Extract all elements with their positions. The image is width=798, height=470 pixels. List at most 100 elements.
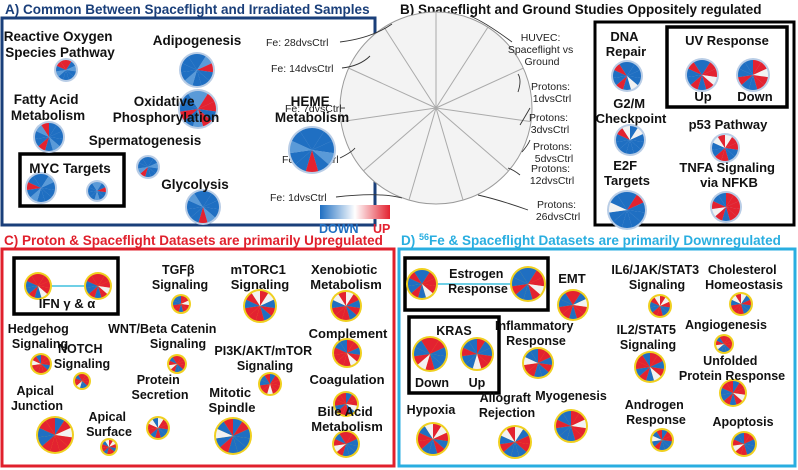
pie-slice <box>414 270 422 284</box>
pie-slice <box>169 360 177 366</box>
label-il6: IL6/JAK/STAT3 Signaling <box>611 263 702 292</box>
myc-targets-pie-1 <box>25 172 57 204</box>
pie-slice <box>419 426 433 439</box>
radial-spoke <box>435 107 464 201</box>
pie-slice <box>639 367 650 381</box>
pie-slice <box>97 191 104 200</box>
pie-slice <box>558 299 573 307</box>
pie-slice <box>571 411 580 426</box>
mitotic-spindle-pie <box>214 417 252 455</box>
pie-slice <box>477 354 489 369</box>
pie-slice <box>430 354 446 365</box>
pie-slice <box>690 75 702 90</box>
pie-slice <box>41 356 50 364</box>
pie-slice <box>38 275 49 286</box>
pie-slice <box>718 193 726 207</box>
pie-slice <box>733 381 740 393</box>
radial-leader-line <box>521 139 531 153</box>
label-kras: KRAS <box>436 324 471 338</box>
label-reactive-oxygen: Reactive Oxygen Species Pathway <box>4 29 117 60</box>
pie-slice <box>472 354 482 370</box>
pie-slice <box>630 126 638 140</box>
pie-slice <box>197 70 213 81</box>
pie-slice <box>198 207 208 223</box>
label-mitotic-spindle: Mitotic Spindle <box>209 385 256 415</box>
pie-slice <box>38 286 48 298</box>
pie-slice <box>744 433 750 444</box>
pie-slice <box>702 75 717 85</box>
pie-slice <box>98 275 109 286</box>
pie-slice <box>650 301 660 308</box>
pie-slice <box>530 349 538 363</box>
pie-slice <box>228 436 238 453</box>
pie-slice <box>346 433 357 444</box>
label-uv-up: Up <box>694 89 711 104</box>
pie-slice <box>422 284 436 294</box>
pie-slice <box>627 76 638 90</box>
pie-slice <box>569 305 577 320</box>
label-hedgehog: Hedgehog Signaling <box>8 322 73 351</box>
pie-slice <box>650 306 660 313</box>
label-uv-response: UV Response <box>685 33 769 48</box>
estrogen-box <box>403 256 550 312</box>
pie-slice <box>626 140 634 155</box>
pie-slice <box>571 426 583 441</box>
pie-slice <box>148 158 158 167</box>
protein-secretion-pie <box>146 416 170 440</box>
pie-slice <box>188 54 197 70</box>
pie-slice <box>45 418 55 435</box>
pie-slice <box>462 347 477 357</box>
pie-slice <box>312 150 329 172</box>
label-g2m-checkpoint: G2/M Checkpoint <box>596 96 667 126</box>
pie-slice <box>738 75 753 85</box>
pie-slice <box>729 393 737 406</box>
pie-slice <box>733 382 744 393</box>
pie-slice <box>702 68 717 78</box>
pie-slice <box>538 357 553 365</box>
pie-slice <box>198 93 215 109</box>
pie-slice <box>107 447 111 455</box>
pie-slice <box>98 286 110 294</box>
pie-slice <box>41 123 49 137</box>
pie-slice <box>346 404 355 415</box>
reactive-oxygen-species-pie <box>54 58 78 82</box>
tnfa-signaling-pie <box>710 191 742 223</box>
pie-slice <box>724 344 732 350</box>
pie-nodes <box>24 52 770 459</box>
pie-slice <box>519 268 528 284</box>
pie-slice <box>688 62 702 75</box>
pie-slice <box>66 70 74 80</box>
pie-slice <box>753 62 767 75</box>
label-emt: EMT <box>558 271 586 286</box>
pie-slice <box>619 62 627 76</box>
pie-slice <box>642 353 650 367</box>
pie-slice <box>260 299 275 309</box>
pie-slice <box>181 93 198 109</box>
pie-slice <box>511 277 528 287</box>
pie-slice <box>197 63 213 73</box>
pie-slice <box>346 444 356 456</box>
pie-slice <box>105 440 109 447</box>
radial-spoke <box>435 26 489 109</box>
pie-slice <box>82 375 89 381</box>
pie-slice <box>339 340 347 353</box>
emt-pie <box>557 289 589 321</box>
hedgehog-signaling-pie <box>30 353 52 375</box>
pie-slice <box>735 294 741 304</box>
pie-slice <box>270 384 278 394</box>
estrogen-response-pie-2 <box>510 266 546 302</box>
pie-slice <box>203 193 218 207</box>
pie-slice <box>86 281 98 288</box>
pie-slice <box>158 418 164 428</box>
pie-slice <box>158 428 166 438</box>
pie-slice <box>515 442 530 452</box>
label-glycolysis: Glycolysis <box>161 177 229 192</box>
panel-a-labels: Reactive Oxygen Species Pathway Adipogen… <box>4 29 349 192</box>
pie-slice <box>188 193 203 207</box>
pie-slice <box>78 374 82 381</box>
pie-slice <box>515 442 527 457</box>
pie-slice <box>346 399 357 406</box>
pie-slice <box>27 182 41 190</box>
pie-slice <box>49 123 57 137</box>
pie-slice <box>39 420 55 435</box>
